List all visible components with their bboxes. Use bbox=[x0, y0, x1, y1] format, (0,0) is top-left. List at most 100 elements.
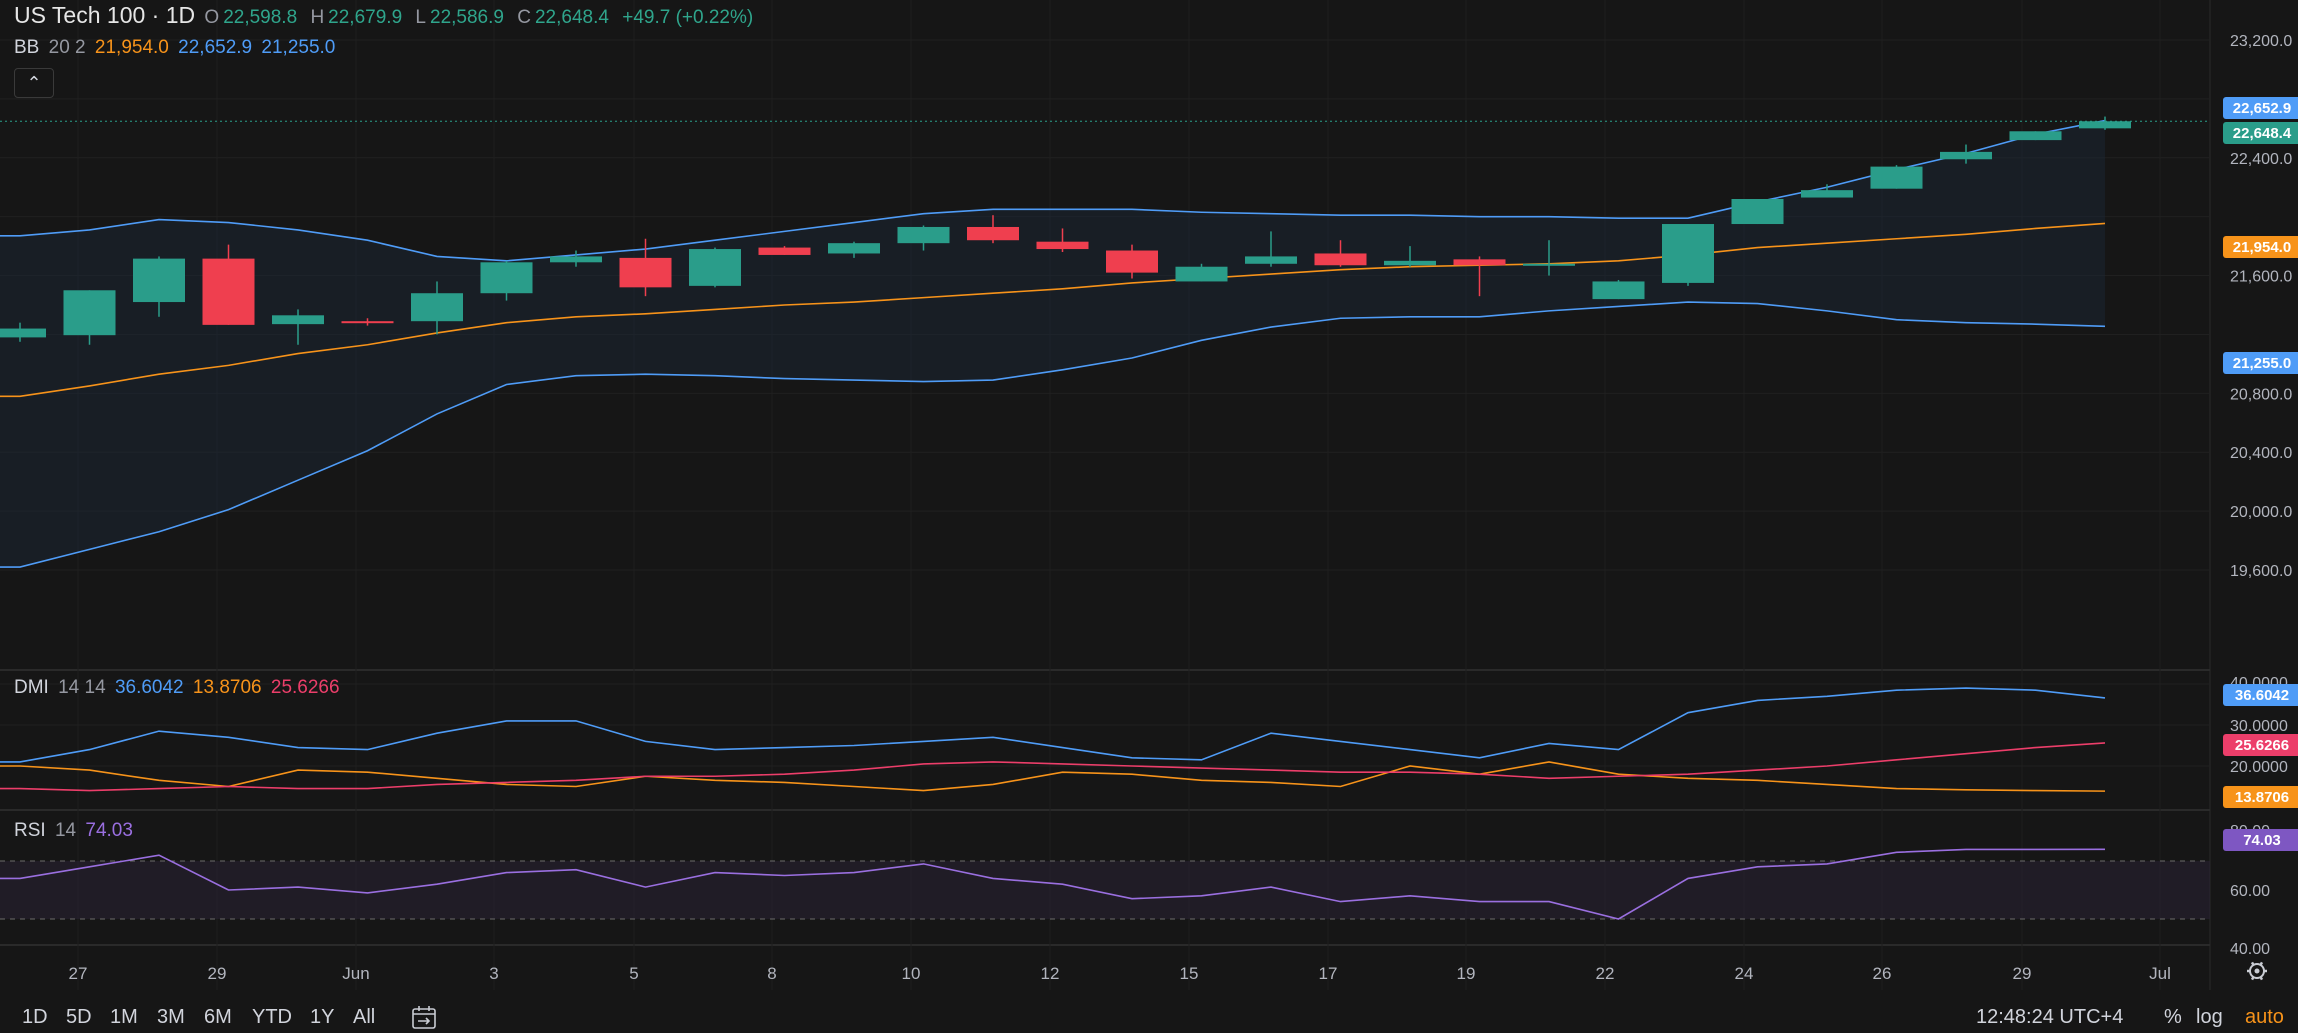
rsi-line bbox=[0, 848, 2106, 920]
candle-body bbox=[1175, 266, 1228, 282]
rsi-legend[interactable]: RSI 14 74.03 bbox=[14, 820, 137, 842]
candle-body bbox=[1940, 151, 1992, 160]
candle-body bbox=[1801, 190, 1853, 198]
candle-body bbox=[619, 257, 672, 288]
clock[interactable]: 12:48:24 UTC+4 bbox=[1976, 1006, 2124, 1028]
plus-di-line bbox=[0, 687, 2106, 763]
dmi-adx-value: 25.6266 bbox=[270, 677, 340, 698]
candle-body bbox=[63, 290, 116, 336]
plus-di-tag: 36.6042 bbox=[2235, 687, 2289, 704]
candle-body bbox=[2079, 121, 2131, 129]
dmi-plus-value: 36.6042 bbox=[114, 677, 184, 698]
candle-body bbox=[758, 247, 811, 255]
calendar-range-icon[interactable] bbox=[410, 1004, 438, 1030]
bottom-toolbar: 1D 5D 1M 3M 6M YTD 1Y All 12:48:24 UTC+4… bbox=[0, 1000, 2298, 1033]
rsi-band-fill bbox=[0, 861, 2210, 919]
last-price-tag: 22,648.4 bbox=[2233, 125, 2292, 142]
time-axis-label: Jul bbox=[2149, 964, 2171, 983]
time-axis-label: 12 bbox=[1041, 964, 1060, 983]
price-axis-label: 20,800.0 bbox=[2230, 386, 2292, 403]
last-price-tag-bg bbox=[2223, 122, 2298, 144]
collapse-legend-button[interactable]: ⌃ bbox=[14, 68, 54, 98]
timeframe-3m[interactable]: 3M bbox=[157, 1006, 185, 1028]
candle-body bbox=[967, 226, 1019, 241]
log-scale-toggle[interactable]: log bbox=[2196, 1006, 2223, 1028]
adx-line bbox=[0, 742, 2106, 792]
rsi-params: 14 bbox=[54, 820, 77, 841]
bb-lower-line bbox=[0, 301, 2106, 568]
time-axis-label: 24 bbox=[1735, 964, 1754, 983]
candle-body bbox=[0, 328, 46, 338]
candle-body bbox=[1245, 256, 1297, 264]
bollinger-band-fill bbox=[0, 120, 2105, 568]
time-axis-label: Jun bbox=[342, 964, 369, 983]
gear-hub bbox=[2254, 968, 2260, 974]
timeframe-1m[interactable]: 1M bbox=[110, 1006, 138, 1028]
gear-tooth bbox=[2250, 961, 2255, 966]
bb-fill-area bbox=[0, 120, 2105, 568]
grid bbox=[0, 0, 2211, 990]
bb-basis-line bbox=[0, 222, 2106, 398]
time-axis-label: 29 bbox=[2013, 964, 2032, 983]
timeframe-5d[interactable]: 5D bbox=[66, 1006, 92, 1028]
time-axis-label: 5 bbox=[629, 964, 638, 983]
time-axis-label: 15 bbox=[1180, 964, 1199, 983]
minus-di-line bbox=[0, 761, 2106, 792]
candle-body bbox=[1106, 250, 1158, 273]
percent-scale-toggle[interactable]: % bbox=[2164, 1006, 2182, 1028]
bb-name: BB bbox=[14, 37, 40, 58]
candle-body bbox=[411, 293, 463, 322]
ohlc-l: L 22,586.9 bbox=[415, 7, 504, 28]
candle-body bbox=[341, 321, 394, 324]
auto-scale-toggle[interactable]: auto bbox=[2245, 1006, 2284, 1028]
timeframe-ytd[interactable]: YTD bbox=[252, 1006, 292, 1028]
minus-di-tag: 13.8706 bbox=[2235, 789, 2289, 806]
timeframe-all[interactable]: All bbox=[353, 1006, 376, 1028]
bb-upper-value: 22,652.9 bbox=[178, 37, 253, 58]
time-axis-label: 17 bbox=[1319, 964, 1338, 983]
candle-body bbox=[480, 262, 533, 294]
candle-body bbox=[1523, 263, 1575, 266]
symbol-title[interactable]: US Tech 100 · 1D bbox=[14, 2, 196, 28]
bb-legend[interactable]: BB 20 2 21,954.0 22,652.9 21,255.0 bbox=[14, 37, 339, 59]
candle-body bbox=[550, 256, 602, 263]
time-axis-label: 8 bbox=[767, 964, 776, 983]
candle-body bbox=[202, 258, 255, 325]
rsi-axis-label: 60.00 bbox=[2230, 883, 2270, 900]
rsi-pane bbox=[0, 848, 2210, 920]
candle-body bbox=[828, 243, 880, 254]
candle-body bbox=[1453, 259, 1506, 266]
candle-body bbox=[1592, 281, 1645, 300]
timeframe-1d[interactable]: 1D bbox=[22, 1006, 48, 1028]
ohlc-c: C 22,648.4 bbox=[517, 7, 609, 28]
time-axis-label: 27 bbox=[69, 964, 88, 983]
timeframe-1y[interactable]: 1Y bbox=[310, 1006, 335, 1028]
minus-di-tag-bg bbox=[2223, 786, 2298, 808]
time-axis-label: 29 bbox=[208, 964, 227, 983]
gear-icon[interactable] bbox=[2247, 961, 2267, 981]
bb-upper-tag: 22,652.9 bbox=[2233, 100, 2291, 117]
candle-body bbox=[133, 258, 185, 303]
bb-basis-tag: 21,954.0 bbox=[2233, 239, 2291, 256]
plus-di-tag-bg bbox=[2223, 684, 2298, 706]
bb-basis-tag-bg bbox=[2223, 236, 2298, 258]
rsi-tag: 74.03 bbox=[2243, 832, 2281, 849]
candle-body bbox=[689, 249, 741, 286]
price-change: +49.7 (+0.22%) bbox=[622, 7, 754, 28]
time-axis-label: 26 bbox=[1873, 964, 1892, 983]
rsi-value: 74.03 bbox=[85, 820, 133, 841]
price-axis-label: 23,200.0 bbox=[2230, 33, 2292, 50]
time-axis-label: 10 bbox=[902, 964, 921, 983]
candle-body bbox=[1314, 253, 1367, 266]
dmi-name: DMI bbox=[14, 677, 49, 698]
price-axis-label: 21,600.0 bbox=[2230, 269, 2292, 286]
candles bbox=[0, 116, 2131, 345]
timeframe-6m[interactable]: 6M bbox=[204, 1006, 232, 1028]
candle-body bbox=[1662, 224, 1714, 283]
bb-params: 20 2 bbox=[48, 37, 86, 58]
dmi-minus-value: 13.8706 bbox=[192, 677, 262, 698]
price-axis-label: 22,400.0 bbox=[2230, 151, 2292, 168]
gear-tooth bbox=[2259, 976, 2264, 981]
dmi-legend[interactable]: DMI 14 14 36.6042 13.8706 25.6266 bbox=[14, 677, 344, 699]
